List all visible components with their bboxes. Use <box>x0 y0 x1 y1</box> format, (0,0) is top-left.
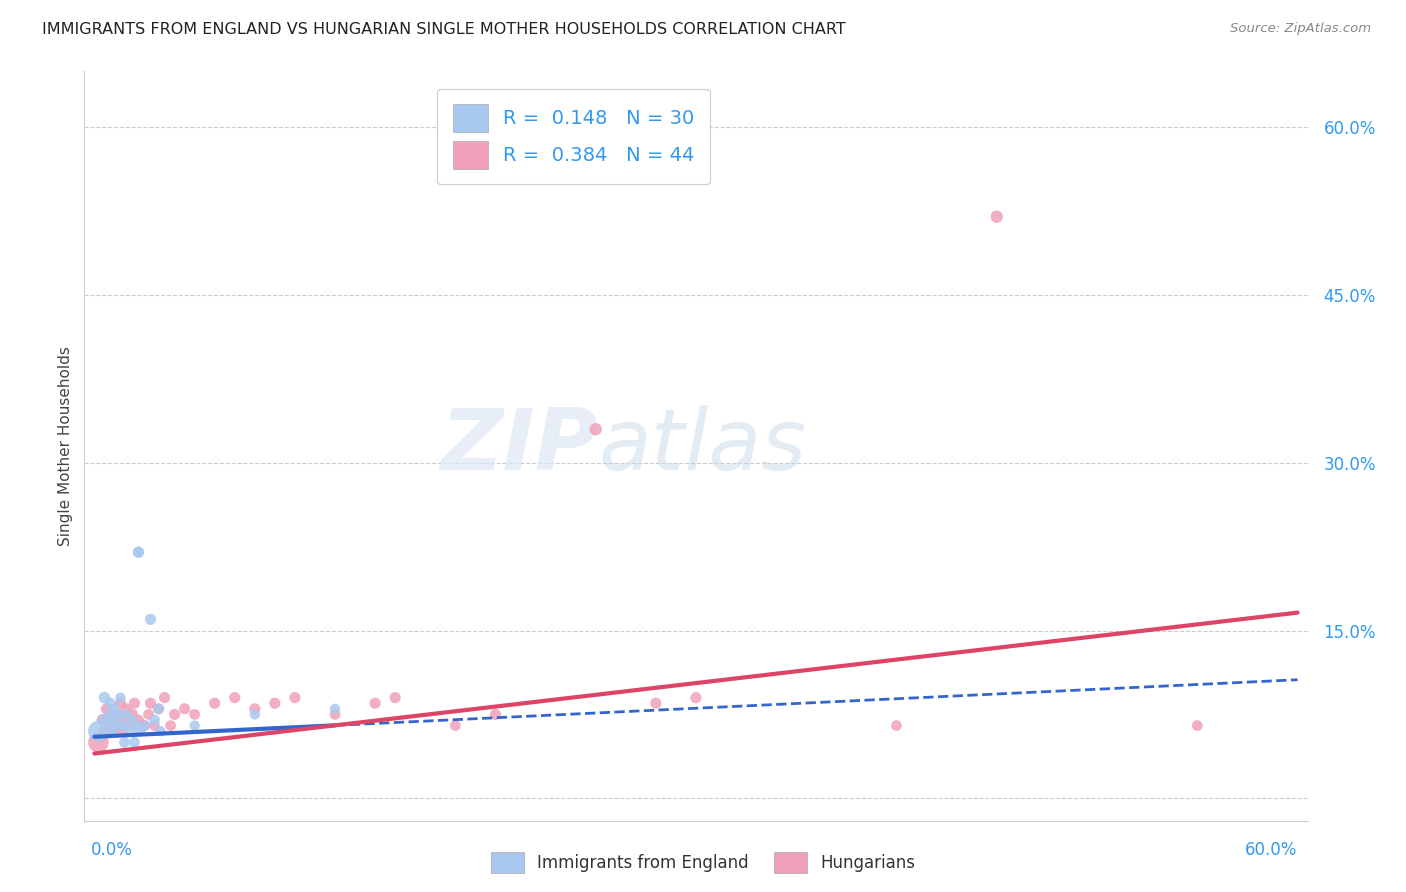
Text: atlas: atlas <box>598 404 806 488</box>
Point <box>139 612 162 626</box>
Point <box>107 718 129 732</box>
Point <box>115 707 138 722</box>
Point <box>204 696 226 710</box>
Point <box>87 724 110 739</box>
Point <box>364 696 387 710</box>
Text: ZIP: ZIP <box>440 404 598 488</box>
Point <box>114 718 136 732</box>
Point <box>644 696 666 710</box>
Point <box>134 718 156 732</box>
Y-axis label: Single Mother Households: Single Mother Households <box>58 346 73 546</box>
Point <box>103 702 125 716</box>
Point <box>1187 718 1209 732</box>
Point <box>93 690 115 705</box>
Point <box>93 724 115 739</box>
Point <box>183 718 205 732</box>
Point <box>110 690 132 705</box>
Point <box>143 718 166 732</box>
Point <box>323 707 346 722</box>
Point <box>263 696 285 710</box>
Point <box>138 707 160 722</box>
Point <box>284 690 307 705</box>
Point <box>91 713 114 727</box>
Point <box>110 696 132 710</box>
Point <box>124 735 146 749</box>
Point <box>153 690 176 705</box>
Point <box>103 713 125 727</box>
Point <box>444 718 467 732</box>
Point <box>105 718 128 732</box>
Point <box>101 724 124 739</box>
Point <box>114 735 136 749</box>
Point <box>97 718 120 732</box>
Point <box>148 702 170 716</box>
Point <box>87 735 110 749</box>
Point <box>163 707 186 722</box>
Point <box>103 713 125 727</box>
Point <box>121 707 143 722</box>
Point <box>384 690 406 705</box>
Point <box>93 713 115 727</box>
Point <box>114 713 136 727</box>
Point <box>149 724 172 739</box>
Point <box>986 210 1008 224</box>
Point <box>107 707 129 722</box>
Point <box>243 702 266 716</box>
Point <box>484 707 506 722</box>
Point <box>159 718 181 732</box>
Legend: Immigrants from England, Hungarians: Immigrants from England, Hungarians <box>484 846 922 880</box>
Point <box>128 545 150 559</box>
Point <box>124 696 146 710</box>
Point <box>183 707 205 722</box>
Point <box>120 724 142 739</box>
Point <box>97 718 120 732</box>
Text: Source: ZipAtlas.com: Source: ZipAtlas.com <box>1230 22 1371 36</box>
Text: 0.0%: 0.0% <box>90 841 132 859</box>
Point <box>100 696 122 710</box>
Point <box>139 696 162 710</box>
Point <box>685 690 707 705</box>
Point <box>101 724 124 739</box>
Point <box>107 707 129 722</box>
Point <box>129 724 152 739</box>
Point <box>173 702 195 716</box>
Point <box>224 690 246 705</box>
Point <box>128 545 150 559</box>
Point <box>115 702 138 716</box>
Point <box>111 724 134 739</box>
Point <box>100 707 122 722</box>
Point <box>96 702 118 716</box>
Point <box>134 718 156 732</box>
Point <box>128 713 150 727</box>
Point <box>148 702 170 716</box>
Point <box>100 707 122 722</box>
Point <box>125 718 148 732</box>
Point <box>120 718 142 732</box>
Point <box>121 713 143 727</box>
Text: 60.0%: 60.0% <box>1246 841 1298 859</box>
Legend: R =  0.148   N = 30, R =  0.384   N = 44: R = 0.148 N = 30, R = 0.384 N = 44 <box>437 88 710 185</box>
Point <box>243 707 266 722</box>
Point <box>143 713 166 727</box>
Text: IMMIGRANTS FROM ENGLAND VS HUNGARIAN SINGLE MOTHER HOUSEHOLDS CORRELATION CHART: IMMIGRANTS FROM ENGLAND VS HUNGARIAN SIN… <box>42 22 846 37</box>
Point <box>585 422 607 436</box>
Point <box>323 702 346 716</box>
Point <box>886 718 908 732</box>
